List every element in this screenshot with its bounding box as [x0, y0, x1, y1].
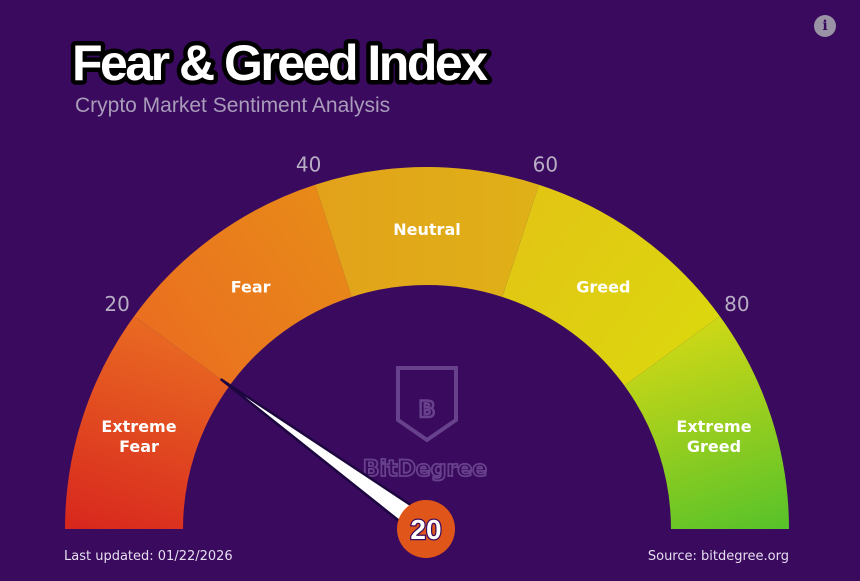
gauge-zone-label-4: Extreme Greed — [676, 417, 751, 456]
gauge-tick-20: 20 — [104, 292, 129, 316]
gauge-zone-4 — [624, 316, 789, 529]
page-subtitle: Crypto Market Sentiment Analysis — [75, 94, 390, 117]
last-updated-text: Last updated: 01/22/2026 — [64, 549, 233, 564]
bitdegree-watermark: B BitDegree — [362, 366, 488, 483]
gauge-zone-3 — [502, 184, 720, 386]
gauge-zone-1 — [134, 184, 352, 386]
gauge-tick-40: 40 — [296, 153, 321, 177]
info-icon[interactable]: i — [814, 15, 836, 37]
gauge-zone-label-0: Extreme Fear — [101, 417, 176, 456]
value-badge-circle — [397, 500, 455, 558]
value-badge: 20 — [397, 500, 455, 558]
gauge-tick-60: 60 — [533, 153, 558, 177]
gauge-tick-labels: 20 40 60 80 — [104, 153, 749, 316]
info-icon-glyph: i — [822, 18, 828, 34]
gauge-zone-labels: Extreme Fear Fear Neutral Greed Extreme Greed — [101, 220, 751, 456]
gauge-zone-2 — [315, 166, 539, 297]
bitdegree-wordmark: BitDegree — [363, 457, 487, 482]
page-title: Fear & Greed Index — [72, 35, 488, 91]
gauge-tick-80: 80 — [724, 292, 749, 316]
gauge-zones — [65, 166, 789, 529]
gauge-zone-label-2: Neutral — [393, 220, 460, 239]
gauge-zone-label-3: Greed — [576, 277, 630, 296]
gauge-zone-label-1: Fear — [231, 277, 271, 296]
bitdegree-logo-letter: B — [419, 398, 436, 423]
gauge-zone-0 — [65, 316, 230, 529]
source-text: Source: bitdegree.org — [648, 549, 789, 564]
bitdegree-logo-icon — [396, 366, 458, 443]
value-badge-text: 20 — [410, 514, 441, 545]
